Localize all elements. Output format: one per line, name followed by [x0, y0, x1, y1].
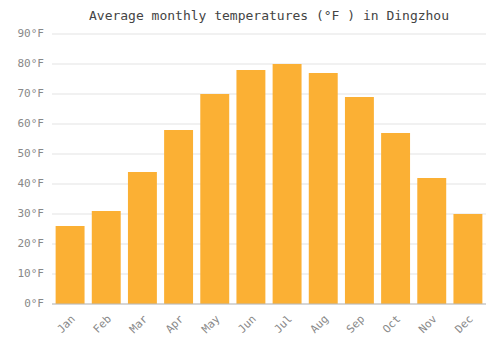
x-axis-line: [52, 304, 486, 305]
bar: [56, 226, 85, 304]
chart-container: 0°F 10°F 20°F 30°F 40°F 50°F 60°F 70°F 80°F 90°F J…: [0, 0, 500, 350]
x-tick-label: Oct: [380, 313, 403, 336]
bars: [56, 64, 483, 304]
bar: [236, 70, 265, 304]
grid-line: [52, 34, 486, 35]
y-tick-label: 20°F: [18, 237, 45, 250]
bar: [273, 64, 302, 304]
bar: [417, 178, 446, 304]
x-tick-label: Jan: [55, 313, 78, 336]
x-axis: Jan Feb Mar Apr May Jun Jul Aug Sep Oct Nov Dec: [55, 312, 476, 336]
grid-line: [52, 154, 486, 155]
x-tick-label: Jun: [235, 313, 258, 336]
bar: [381, 133, 410, 304]
bar: [92, 211, 121, 304]
y-tick-label: 0°F: [24, 297, 44, 310]
y-tick-label: 80°F: [18, 57, 45, 70]
grid-line: [52, 304, 486, 305]
x-tick-label: Sep: [344, 313, 367, 336]
chart: 0°F 10°F 20°F 30°F 40°F 50°F 60°F 70°F 80°F 90°F J…: [0, 0, 500, 350]
x-tick-label: Feb: [91, 313, 114, 336]
x-tick-label: Dec: [452, 313, 475, 336]
grid-line: [52, 94, 486, 95]
x-tick-label: Jul: [272, 313, 295, 336]
x-tick-label: Aug: [308, 313, 331, 336]
bar: [345, 97, 374, 304]
x-tick-label: Nov: [416, 312, 440, 336]
x-tick-label: May: [199, 312, 223, 336]
y-tick-label: 30°F: [18, 207, 45, 220]
y-axis: 0°F 10°F 20°F 30°F 40°F 50°F 60°F 70°F 80°F 90°F: [18, 27, 45, 310]
grid-line: [52, 124, 486, 125]
grid: [52, 34, 486, 304]
grid-line: [52, 64, 486, 65]
bar: [200, 94, 229, 304]
bar: [453, 214, 482, 304]
x-tick-label: Apr: [163, 312, 187, 336]
title: Average monthly temperatures (°F ) in Di…: [89, 8, 449, 23]
y-tick-label: 50°F: [18, 147, 45, 160]
bar: [164, 130, 193, 304]
bar: [309, 73, 338, 304]
y-tick-label: 60°F: [18, 117, 45, 130]
y-tick-label: 10°F: [18, 267, 45, 280]
x-tick-label: Mar: [127, 312, 151, 336]
y-tick-label: 40°F: [18, 177, 45, 190]
y-tick-label: 70°F: [18, 87, 45, 100]
bar: [128, 172, 157, 304]
y-tick-label: 90°F: [18, 27, 45, 40]
